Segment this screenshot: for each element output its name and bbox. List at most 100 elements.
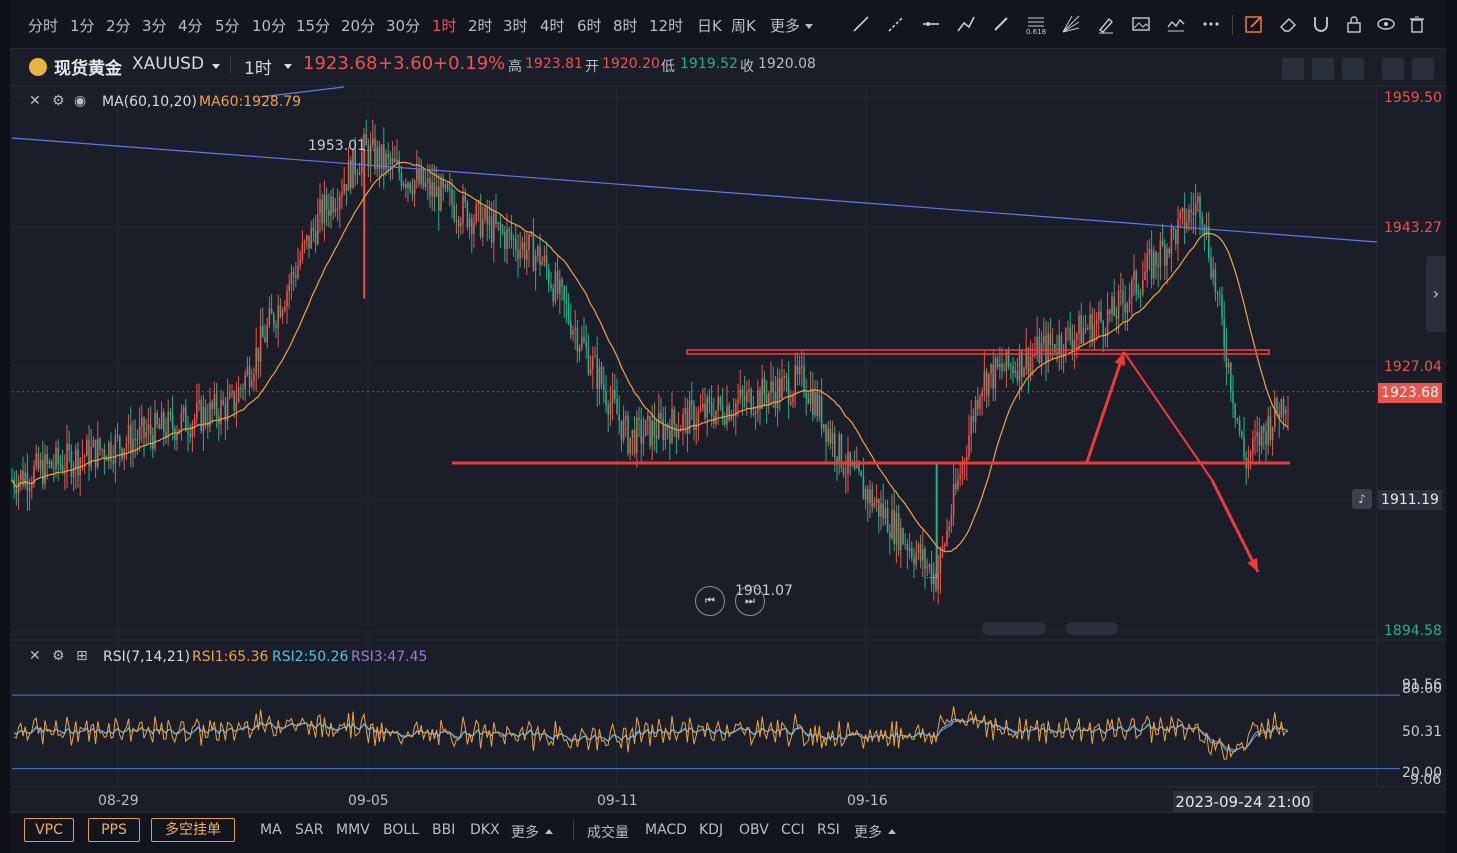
- bottom-button-2[interactable]: 多空挂单: [151, 818, 235, 842]
- period-tab-3[interactable]: 3分: [142, 17, 167, 35]
- chart-style-button[interactable]: [1282, 58, 1304, 80]
- period-tab-0[interactable]: 分时: [28, 17, 59, 35]
- period-tab-11[interactable]: 2时: [468, 17, 493, 35]
- polyline-icon[interactable]: [955, 13, 977, 35]
- eye-icon[interactable]: [1375, 13, 1397, 35]
- period-tab-19[interactable]: 更多: [770, 17, 801, 35]
- period-tab-17[interactable]: 日K: [697, 17, 722, 35]
- replay-prev-button[interactable]: ⏮: [695, 586, 725, 616]
- eraser-icon[interactable]: [1277, 13, 1299, 35]
- bottom-button-1[interactable]: PPS: [88, 818, 140, 842]
- more-dots-icon[interactable]: [1200, 13, 1222, 35]
- settings-icon[interactable]: ⚙: [52, 93, 65, 109]
- period-tab-16[interactable]: 12时: [649, 17, 684, 35]
- magnet-icon[interactable]: [1310, 13, 1332, 35]
- chevron-down-icon[interactable]: [284, 64, 292, 69]
- candle-type-button[interactable]: [1342, 58, 1364, 80]
- highlighter-icon[interactable]: [1095, 13, 1117, 35]
- rsi1-line: [13, 706, 1289, 760]
- candle-body: [1282, 399, 1285, 414]
- candle-body: [460, 223, 462, 227]
- trend-line-icon[interactable]: [850, 13, 872, 35]
- toolbar-divider: [1232, 15, 1233, 35]
- pen-icon[interactable]: [990, 13, 1012, 35]
- main-indicator-6[interactable]: 更多: [511, 825, 539, 841]
- sub-indicator-6[interactable]: 更多: [854, 825, 882, 841]
- symbol-name[interactable]: 现货黄金: [54, 59, 122, 79]
- period-tab-14[interactable]: 6时: [577, 17, 602, 35]
- trash-icon[interactable]: [1406, 13, 1428, 35]
- period-tab-7[interactable]: 15分: [296, 17, 331, 35]
- pattern-icon[interactable]: [1165, 13, 1187, 35]
- timeframe-select[interactable]: 1时: [244, 59, 272, 79]
- sub-indicator-2[interactable]: KDJ: [699, 822, 724, 838]
- main-indicator-2[interactable]: MMV: [336, 822, 370, 838]
- candle-body: [915, 552, 917, 565]
- candle-body: [1001, 364, 1003, 371]
- candle-body: [75, 449, 77, 470]
- period-tab-8[interactable]: 20分: [341, 17, 376, 35]
- candle-body: [220, 400, 222, 424]
- lock-icon[interactable]: [1343, 13, 1365, 35]
- close-icon[interactable]: ✕: [29, 648, 41, 664]
- candle-body: [919, 544, 922, 561]
- sub-indicator-0[interactable]: 成交量: [587, 825, 629, 841]
- period-tab-2[interactable]: 2分: [106, 17, 131, 35]
- main-indicator-4[interactable]: BBI: [432, 822, 456, 838]
- fullscreen-button[interactable]: [1382, 58, 1404, 80]
- candle-body: [669, 430, 671, 443]
- draw-button[interactable]: [1312, 58, 1334, 80]
- bottom-button-0[interactable]: VPC: [24, 818, 74, 842]
- sub-indicator-1[interactable]: MACD: [645, 822, 687, 838]
- fibonacci-icon[interactable]: [1025, 13, 1047, 35]
- chevron-up-icon[interactable]: [888, 829, 896, 834]
- sub-indicator-3[interactable]: OBV: [739, 822, 769, 838]
- main-indicator-3[interactable]: BOLL: [383, 822, 419, 838]
- bell-icon[interactable]: ♪: [1352, 489, 1372, 509]
- sub-indicator-4[interactable]: CCI: [781, 822, 805, 838]
- horizontal-line-icon[interactable]: [920, 13, 942, 35]
- chevron-down-icon[interactable]: [212, 64, 220, 69]
- period-tab-15[interactable]: 8时: [613, 17, 638, 35]
- period-tab-6[interactable]: 10分: [252, 17, 287, 35]
- period-tab-1[interactable]: 1分: [70, 17, 95, 35]
- main-indicator-0[interactable]: MA: [260, 822, 282, 838]
- candle-body: [396, 159, 398, 163]
- period-tab-18[interactable]: 周K: [731, 17, 756, 35]
- period-tab-9[interactable]: 30分: [386, 17, 421, 35]
- period-tab-10[interactable]: 1时: [432, 17, 457, 35]
- settings-icon[interactable]: ⚙: [52, 648, 65, 664]
- period-tab-5[interactable]: 5分: [215, 17, 240, 35]
- edit-icon[interactable]: [1243, 13, 1265, 35]
- candle-body: [834, 433, 836, 458]
- rsi1-value: RSI1:65.36: [192, 649, 269, 665]
- gann-fan-icon[interactable]: [1060, 13, 1082, 35]
- period-tab-13[interactable]: 4时: [540, 17, 565, 35]
- period-tab-12[interactable]: 3时: [503, 17, 528, 35]
- main-indicator-5[interactable]: DKX: [470, 822, 500, 838]
- add-icon[interactable]: ⊞: [76, 648, 88, 664]
- symbol-code[interactable]: XAUUSD: [132, 54, 205, 74]
- candle-body: [466, 201, 469, 227]
- image-icon[interactable]: [1130, 13, 1152, 35]
- ray-icon[interactable]: [885, 13, 907, 35]
- candle-body: [431, 182, 433, 196]
- main-indicator-1[interactable]: SAR: [295, 822, 324, 838]
- candle-body: [752, 413, 755, 415]
- chevron-up-icon[interactable]: [545, 829, 553, 834]
- candle-body: [1142, 280, 1144, 295]
- replay-next-button[interactable]: ⏭: [735, 586, 765, 616]
- alert-price-tag[interactable]: 1911.19: [1378, 490, 1442, 510]
- candle-body: [330, 196, 332, 216]
- candle-body: [440, 179, 442, 211]
- candle-body: [664, 424, 667, 441]
- sub-indicator-5[interactable]: RSI: [817, 822, 840, 838]
- collapse-panel-button[interactable]: ›: [1426, 256, 1446, 332]
- chevron-down-icon[interactable]: [805, 24, 813, 29]
- close-chart-button[interactable]: [1412, 58, 1434, 80]
- close-icon[interactable]: ✕: [29, 93, 41, 109]
- eye-icon[interactable]: ◉: [74, 93, 87, 109]
- candle-body: [539, 246, 541, 265]
- period-tab-4[interactable]: 4分: [178, 17, 203, 35]
